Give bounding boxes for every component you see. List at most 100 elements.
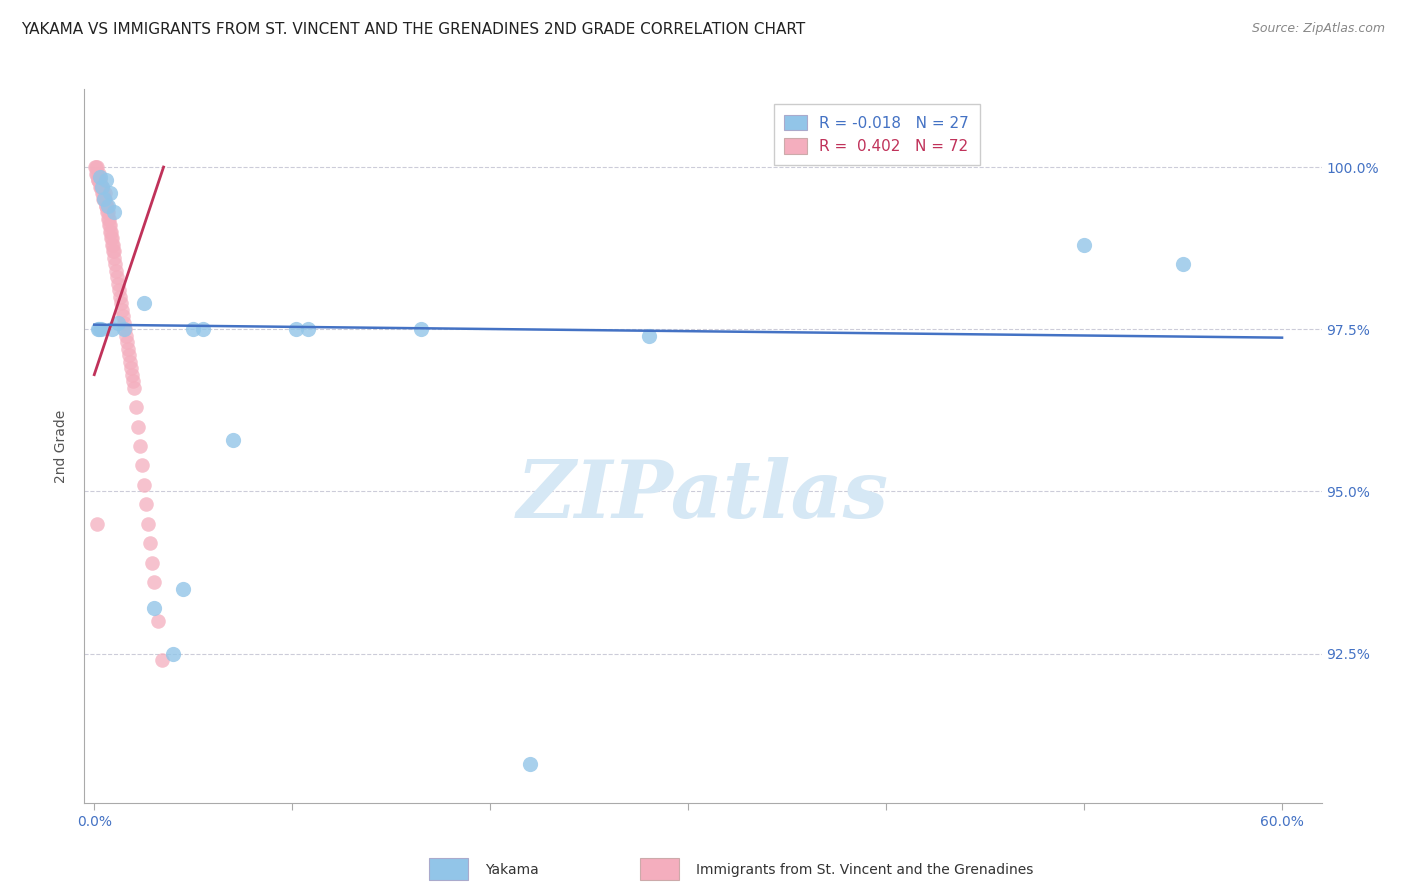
Point [94,199,117,213]
Point [107,277,129,291]
Point [96,205,118,219]
Point [132,296,155,310]
Text: Source: ZipAtlas.com: Source: ZipAtlas.com [1251,22,1385,36]
Point [146,614,169,628]
Point [86,160,108,174]
Point [84,167,107,181]
Point [90,179,112,194]
Point [110,296,132,310]
Point [84,160,107,174]
Point [91,179,114,194]
Point [104,257,127,271]
Point [118,348,141,362]
Point [103,244,125,259]
Point [150,653,173,667]
Point [87,167,110,181]
Point [94,193,117,207]
Point [103,251,125,265]
Point [112,316,135,330]
Point [107,316,129,330]
Point [97,211,120,226]
Point [100,225,122,239]
Point [93,186,115,200]
Point [117,342,139,356]
Point [121,374,143,388]
Point [162,647,184,661]
Point [172,582,194,596]
Point [131,458,153,473]
Point [89,179,111,194]
Point [94,173,117,187]
Point [98,225,121,239]
Point [84,160,107,174]
Point [409,322,432,336]
Point [103,205,125,219]
Point [101,244,124,259]
Point [89,173,111,187]
Point [138,536,160,550]
Point [93,193,115,207]
Point [1171,257,1194,271]
Y-axis label: 2nd Grade: 2nd Grade [55,409,69,483]
Point [125,400,148,414]
Point [86,167,108,181]
Point [87,173,110,187]
Point [86,516,108,531]
Point [98,219,121,233]
Point [98,186,121,200]
Point [135,497,157,511]
Point [91,179,114,194]
Point [132,478,155,492]
Point [101,238,124,252]
Point [108,283,131,297]
Point [90,186,112,200]
Point [115,335,138,350]
Point [191,322,214,336]
Point [115,328,138,343]
Point [519,756,541,771]
Point [100,231,122,245]
Point [87,322,110,336]
Point [127,419,149,434]
Point [90,322,112,336]
Text: Immigrants from St. Vincent and the Grenadines: Immigrants from St. Vincent and the Gren… [696,863,1033,877]
Point [91,186,114,200]
Point [105,270,128,285]
Point [285,322,308,336]
Point [1073,238,1095,252]
Point [128,439,150,453]
Point [98,219,121,233]
Point [97,199,120,213]
Point [122,381,145,395]
Point [112,322,135,336]
Point [111,310,134,324]
Point [89,173,111,187]
Point [136,516,159,531]
Point [101,322,124,336]
Point [89,322,111,336]
Point [100,231,122,245]
Point [93,193,115,207]
Point [118,354,141,368]
Point [97,205,120,219]
Point [90,179,112,194]
Text: ZIPatlas: ZIPatlas [517,458,889,534]
Point [105,264,128,278]
Point [120,361,142,376]
Point [87,173,110,187]
Text: Yakama: Yakama [485,863,538,877]
Point [94,199,117,213]
Legend: R = -0.018   N = 27, R =  0.402   N = 72: R = -0.018 N = 27, R = 0.402 N = 72 [773,104,980,165]
Point [101,238,124,252]
Point [222,433,245,447]
Point [96,199,118,213]
Point [181,322,204,336]
Point [89,169,111,184]
Point [141,556,163,570]
Point [297,322,319,336]
Point [111,302,134,317]
Point [142,601,165,615]
Point [637,328,659,343]
Point [91,193,114,207]
Point [108,290,131,304]
